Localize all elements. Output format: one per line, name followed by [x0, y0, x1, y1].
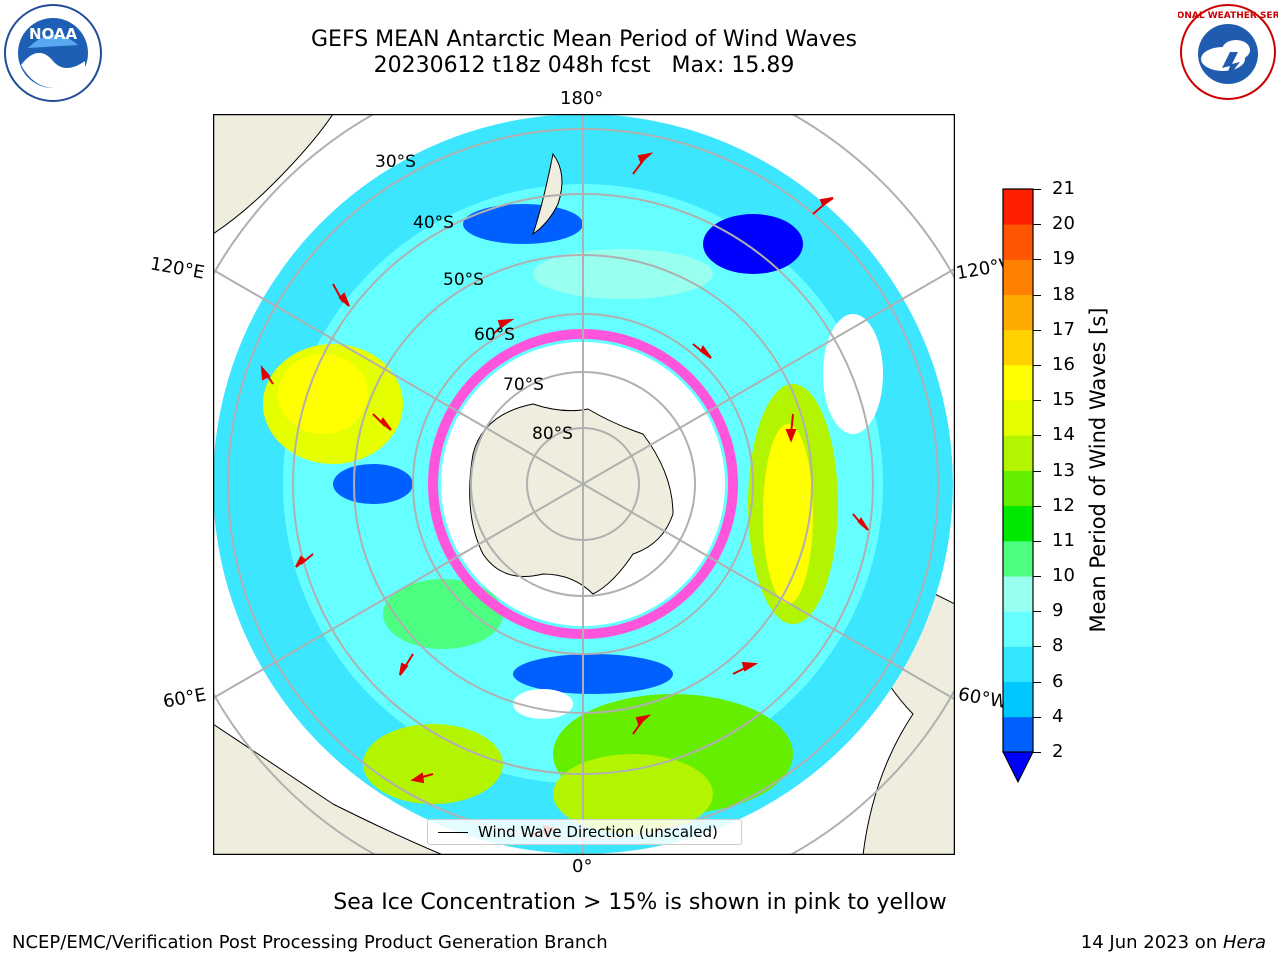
land-new-zealand — [532, 152, 563, 236]
colorbar-segment — [1003, 329, 1033, 366]
lon-label-60e: 60°E — [161, 684, 208, 713]
colorbar-tick-label: 9 — [1052, 600, 1064, 622]
colorbar-tick-label: 4 — [1052, 705, 1064, 727]
colorbar-tick-mark — [1033, 364, 1041, 366]
colorbar-segment — [1003, 505, 1033, 542]
map-frame-border — [213, 114, 955, 855]
colorbar-tick-mark — [1033, 189, 1041, 190]
lon-label-0: 0° — [572, 856, 593, 877]
colorbar-tick-mark — [1033, 646, 1041, 648]
colorbar-tick-mark — [1033, 681, 1041, 683]
title-line-2: 20230612 t18z 048h fcst Max: 15.89 — [373, 53, 795, 78]
map-legend: Wind Wave Direction (unscaled) — [427, 819, 742, 845]
colorbar-tick-mark — [1033, 716, 1041, 718]
colorbar — [1002, 188, 1034, 784]
colorbar-tick-label: 14 — [1052, 424, 1075, 446]
lon-label-120e: 120°E — [148, 253, 207, 284]
polar-map — [213, 114, 955, 855]
sea-ice-caption: Sea Ice Concentration > 15% is shown in … — [333, 890, 947, 915]
colorbar-title: Mean Period of Wind Waves [s] — [1086, 307, 1110, 633]
colorbar-tick-label: 18 — [1052, 283, 1075, 305]
lat-label-40s: 40°S — [413, 213, 454, 233]
colorbar-segment — [1003, 681, 1033, 718]
colorbar-tick-label: 20 — [1052, 213, 1075, 235]
colorbar-tick-label: 17 — [1052, 318, 1075, 340]
colorbar-tick-label: 8 — [1052, 635, 1064, 657]
colorbar-segment — [1003, 400, 1033, 436]
colorbar-segment — [1003, 224, 1033, 260]
colorbar-tick-mark — [1033, 400, 1041, 402]
colorbar-tick-label: 21 — [1052, 178, 1075, 199]
colorbar-tick-mark — [1033, 505, 1041, 507]
title-line-1: GEFS MEAN Antarctic Mean Period of Wind … — [311, 27, 857, 52]
colorbar-segment — [1003, 259, 1033, 295]
colorbar-tick-mark — [1033, 752, 1041, 753]
lat-label-70s: 70°S — [503, 375, 544, 395]
colorbar-segment — [1003, 364, 1033, 401]
colorbar-tick-mark — [1033, 294, 1041, 296]
colorbar-tick-mark — [1033, 224, 1041, 226]
colorbar-tick-mark — [1033, 435, 1041, 437]
footer-date-text: 14 Jun 2023 on — [1080, 932, 1223, 953]
colorbar-segment — [1003, 294, 1033, 331]
land-antarctica — [469, 403, 674, 595]
colorbar-segment — [1003, 189, 1033, 225]
colorbar-segment — [1003, 576, 1033, 612]
colorbar-tick-mark — [1033, 259, 1041, 261]
footer-host: Hera — [1222, 932, 1266, 953]
colorbar-tick-mark — [1033, 611, 1041, 613]
noaa-logo-icon: NOAA — [4, 4, 102, 102]
colorbar-segment — [1003, 716, 1033, 753]
colorbar-segment — [1003, 611, 1033, 647]
colorbar-segment — [1003, 435, 1033, 471]
lat-label-60s: 60°S — [474, 325, 515, 345]
noaa-logo-text: NOAA — [29, 25, 78, 43]
colorbar-tick-mark — [1033, 329, 1041, 331]
colorbar-tick-mark — [1033, 540, 1041, 542]
colorbar-tick-label: 16 — [1052, 353, 1075, 375]
lon-label-180: 180° — [560, 88, 604, 109]
colorbar-tick-mark — [1033, 470, 1041, 472]
footer-credit: NCEP/EMC/Verification Post Processing Pr… — [12, 932, 608, 953]
colorbar-tick-label: 10 — [1052, 565, 1075, 587]
nws-logo-icon: NATIONAL WEATHER SERVICE — [1178, 4, 1278, 100]
colorbar-tick-label: 11 — [1052, 529, 1075, 551]
colorbar-tick-label: 6 — [1052, 670, 1064, 692]
footer-date: 14 Jun 2023 on Hera — [1081, 932, 1266, 953]
colorbar-tick-label: 13 — [1052, 459, 1075, 481]
colorbar-tick-label: 15 — [1052, 389, 1075, 411]
chart-title: GEFS MEAN Antarctic Mean Period of Wind … — [0, 27, 1168, 79]
land-australia-edge — [213, 114, 334, 235]
colorbar-tick-label: 12 — [1052, 494, 1075, 516]
colorbar-tick-mark — [1033, 576, 1041, 578]
colorbar-segment — [1003, 646, 1033, 683]
colorbar-tick-label: 19 — [1052, 248, 1075, 270]
colorbar-segment — [1003, 470, 1033, 507]
nws-logo-text: NATIONAL WEATHER SERVICE — [1178, 11, 1278, 21]
colorbar-segment — [1003, 540, 1033, 577]
legend-label: Wind Wave Direction (unscaled) — [478, 823, 718, 841]
lat-label-30s: 30°S — [375, 152, 416, 172]
legend-line-sample — [438, 832, 468, 833]
colorbar-tick-label: 2 — [1052, 741, 1064, 762]
wind-wave-arrows — [260, 152, 869, 836]
lat-label-80s: 80°S — [532, 424, 573, 444]
lat-label-50s: 50°S — [443, 270, 484, 290]
